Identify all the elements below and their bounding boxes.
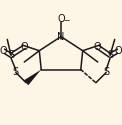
Text: O: O <box>57 14 65 24</box>
Text: S: S <box>13 67 19 77</box>
Text: N: N <box>57 32 65 42</box>
Text: O: O <box>0 46 7 56</box>
Text: S: S <box>103 67 109 77</box>
Polygon shape <box>24 70 41 85</box>
Text: O: O <box>94 42 102 52</box>
Text: −: − <box>63 16 70 25</box>
Text: O: O <box>20 42 28 52</box>
Text: S: S <box>107 50 113 60</box>
Text: S: S <box>8 50 14 60</box>
Text: O: O <box>115 46 122 56</box>
